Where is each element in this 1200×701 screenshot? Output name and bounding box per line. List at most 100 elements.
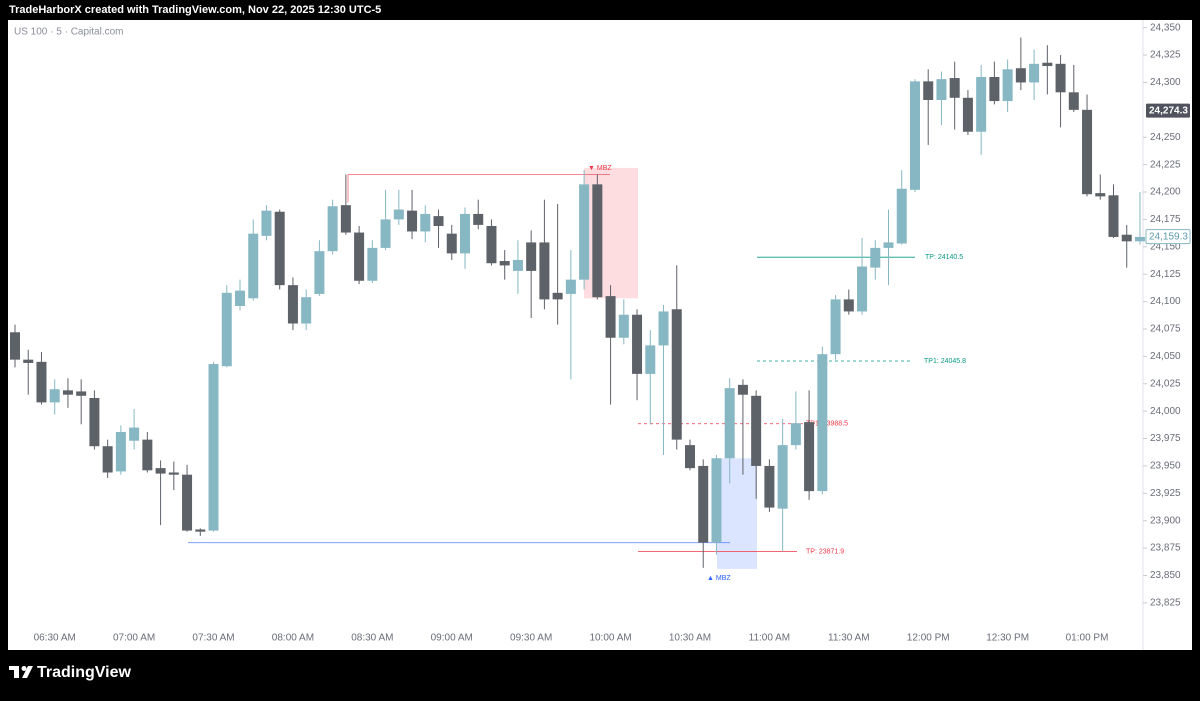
candle-body <box>592 184 603 298</box>
y-tick-label: 23,950 <box>1150 461 1181 472</box>
candle-body <box>923 81 934 100</box>
candle-body <box>698 465 709 543</box>
candle-body <box>168 472 179 475</box>
candle-body <box>433 216 444 226</box>
x-tick-label: 11:00 AM <box>749 633 791 644</box>
candle-body <box>645 345 656 374</box>
x-tick-label: 08:30 AM <box>351 633 393 644</box>
candle-body <box>830 299 841 355</box>
candle-body <box>182 474 193 531</box>
chart-title: US 100 · 5 · Capital.com <box>14 27 124 38</box>
price-label: 24,274.3 <box>1149 105 1188 116</box>
candle-body <box>340 205 351 233</box>
x-tick-label: 10:30 AM <box>669 633 711 644</box>
y-tick-label: 24,325 <box>1150 50 1181 61</box>
y-tick-label: 23,825 <box>1150 598 1181 609</box>
logo <box>9 666 33 678</box>
candle-body <box>459 213 470 254</box>
header-text: TradeHarborX created with TradingView.co… <box>9 4 381 16</box>
x-tick-label: 08:00 AM <box>272 633 314 644</box>
y-tick-label: 23,925 <box>1150 488 1181 499</box>
candle-body <box>486 225 497 264</box>
candle-body <box>618 314 629 338</box>
candle-body <box>129 427 140 441</box>
candle-body <box>1108 195 1119 237</box>
price-label: 24,159.3 <box>1149 231 1188 242</box>
y-tick-label: 24,350 <box>1150 22 1181 33</box>
x-tick-label: 12:00 PM <box>907 633 950 644</box>
y-tick-label: 24,200 <box>1150 187 1181 198</box>
candle-body <box>221 292 232 367</box>
candle-body <box>473 213 484 225</box>
x-tick-label: 07:30 AM <box>192 633 234 644</box>
candle-body <box>274 211 285 286</box>
candle-body <box>949 78 960 98</box>
candle-body <box>367 247 378 281</box>
y-tick-label: 24,225 <box>1150 159 1181 170</box>
candle-body <box>737 384 748 395</box>
candle-body <box>579 184 590 280</box>
candle-body <box>1134 236 1145 242</box>
y-tick-label: 24,025 <box>1150 378 1181 389</box>
candle-body <box>976 76 987 132</box>
x-tick-label: 12:30 PM <box>986 633 1029 644</box>
y-tick-label: 24,250 <box>1150 132 1181 143</box>
candle-body <box>751 395 762 466</box>
candle-body <box>1055 63 1066 93</box>
candle-body <box>208 364 219 531</box>
x-tick-label: 09:00 AM <box>431 633 473 644</box>
y-tick-label: 24,125 <box>1150 269 1181 280</box>
candle-body <box>684 445 695 469</box>
candle-body <box>671 309 682 440</box>
candle-body <box>1029 63 1040 83</box>
candle-body <box>287 285 298 324</box>
candle-body <box>1082 109 1093 195</box>
candle-body <box>870 247 881 268</box>
x-tick-label: 09:30 AM <box>510 633 552 644</box>
candle-body <box>89 398 100 447</box>
x-tick-label: 06:30 AM <box>34 633 76 644</box>
candle-body <box>526 242 537 271</box>
candle-body <box>261 210 272 236</box>
candle-body <box>36 361 47 403</box>
candle-body <box>843 299 854 312</box>
y-tick-label: 24,075 <box>1150 324 1181 335</box>
candle-body <box>195 529 206 532</box>
candle-body <box>1095 193 1106 197</box>
candle-body <box>632 314 643 374</box>
candle-body <box>354 232 365 281</box>
x-tick-label: 10:00 AM <box>589 633 631 644</box>
zone <box>717 458 757 569</box>
level-label: TP: 24140.5 <box>925 254 963 261</box>
candle-body <box>658 311 669 346</box>
candle-body <box>1002 69 1013 102</box>
candle-body <box>314 251 325 294</box>
candle-body <box>155 468 166 474</box>
candle-body <box>790 423 801 446</box>
candle-body <box>499 261 510 266</box>
price-label-box <box>1145 229 1191 245</box>
y-tick-label: 24,300 <box>1150 77 1181 88</box>
candle-body <box>248 233 259 299</box>
candle-body <box>804 422 815 492</box>
y-tick-label: 23,900 <box>1150 515 1181 526</box>
candle-body <box>446 233 457 254</box>
candle-body <box>62 390 73 395</box>
level-label: TP: 23871.9 <box>806 548 844 555</box>
zone-label: ▲ MBZ <box>707 575 731 582</box>
candle-body <box>552 292 563 300</box>
y-tick-label: 24,000 <box>1150 406 1181 417</box>
candle-body <box>23 359 34 363</box>
candle-body <box>605 296 616 338</box>
candle-body <box>711 458 722 543</box>
candle-body <box>1015 68 1026 83</box>
y-tick-label: 24,100 <box>1150 296 1181 307</box>
candle-body <box>142 439 153 471</box>
candle-body <box>896 188 907 244</box>
candle-body <box>407 210 418 232</box>
candle-body <box>989 76 1000 102</box>
zone-label: ▼ MBZ <box>588 165 612 172</box>
candle-body <box>1042 62 1053 67</box>
y-tick-label: 24,175 <box>1150 214 1181 225</box>
